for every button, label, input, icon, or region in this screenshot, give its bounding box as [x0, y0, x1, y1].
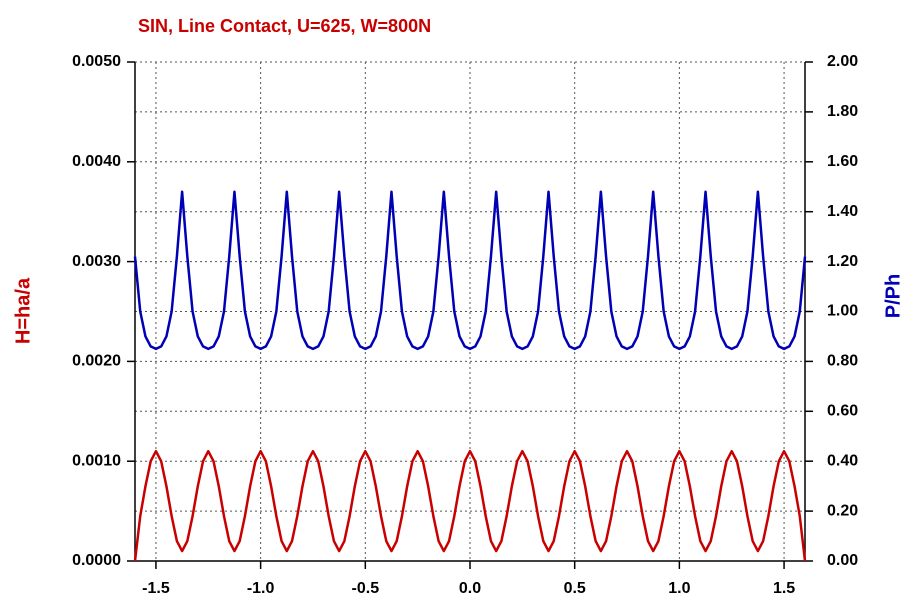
y-tick-label: 0.0030	[72, 253, 121, 270]
x-tick-label: 0.5	[564, 580, 586, 597]
x-tick-label: -0.5	[352, 580, 380, 597]
series-line	[133, 449, 807, 562]
y2-tick-label: 0.40	[827, 452, 858, 469]
y2-tick-label: 1.20	[827, 253, 858, 270]
y2-tick-label: 2.00	[827, 53, 858, 70]
y2-tick-label: 1.00	[827, 303, 858, 320]
y2-tick-label: 1.40	[827, 203, 858, 220]
y2-tick-label: 1.60	[827, 153, 858, 170]
chart-title: SIN, Line Contact, U=625, W=800N	[138, 16, 431, 36]
y2-tick-label: 1.80	[827, 103, 858, 120]
y-axis-label: H=ha/a	[12, 277, 34, 344]
y-tick-label: 0.0020	[72, 353, 121, 370]
x-tick-label: -1.0	[247, 580, 275, 597]
series-line	[133, 190, 807, 351]
y-tick-label: 0.0050	[72, 53, 121, 70]
y2-tick-label: 0.00	[827, 552, 858, 569]
y2-tick-label: 0.20	[827, 502, 858, 519]
x-tick-label: 0.0	[459, 580, 481, 597]
y2-tick-label: 0.80	[827, 353, 858, 370]
x-tick-label: -1.5	[142, 580, 170, 597]
y-tick-label: 0.0040	[72, 153, 121, 170]
x-tick-label: 1.0	[668, 580, 690, 597]
y-tick-label: 0.0010	[72, 452, 121, 469]
y-tick-label: 0.0000	[72, 552, 121, 569]
x-tick-label: 1.5	[773, 580, 795, 597]
y2-tick-label: 0.60	[827, 403, 858, 420]
y2-axis-label: P/Ph	[882, 274, 904, 318]
